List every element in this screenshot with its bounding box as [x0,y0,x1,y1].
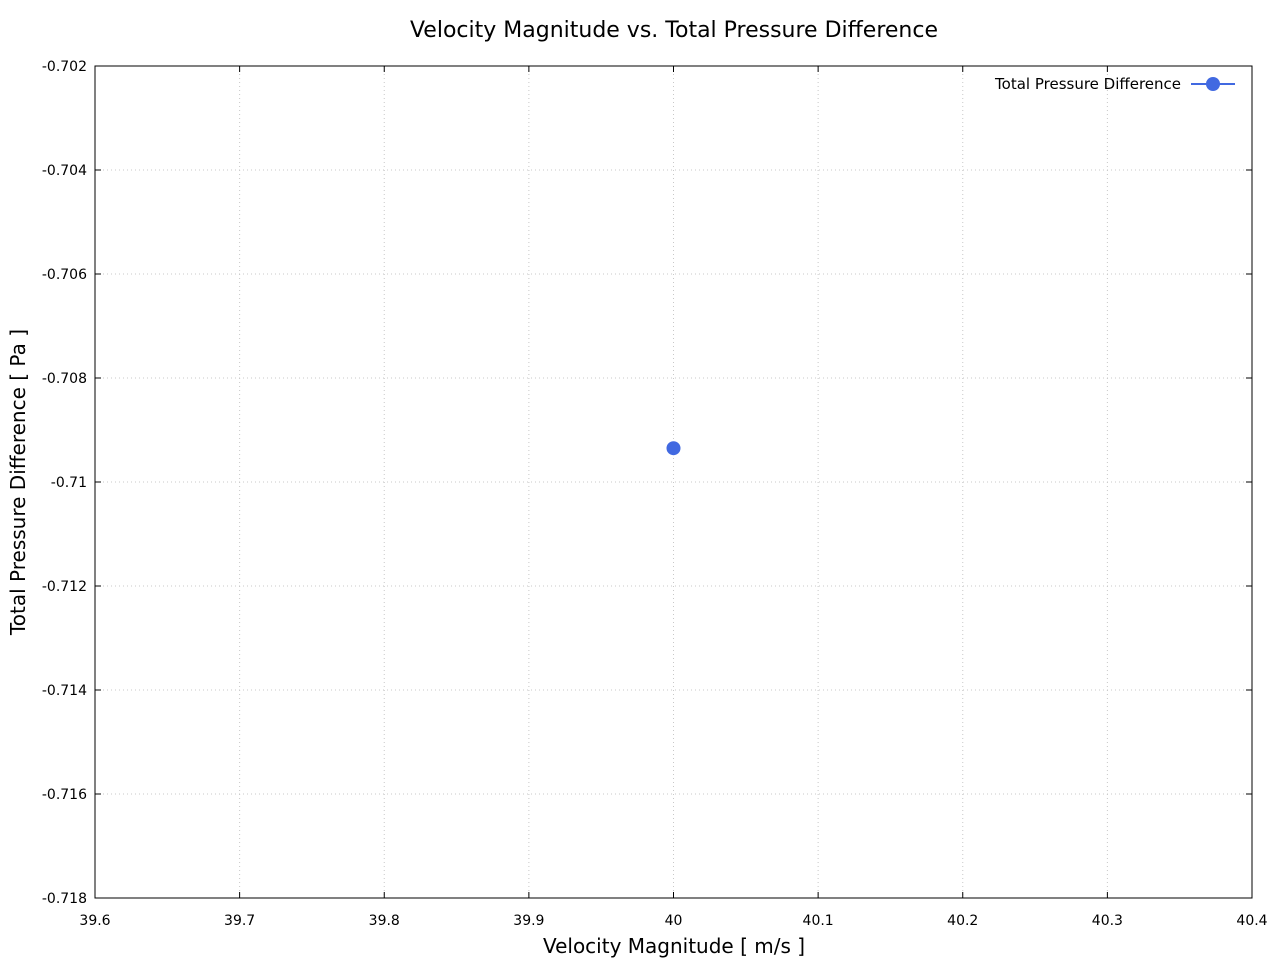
legend: Total Pressure Difference [994,75,1235,93]
x-axis-title: Velocity Magnitude [ m/s ] [543,934,805,958]
y-tick-label: -0.714 [42,683,87,699]
tick-layer: 39.6 39.7 39.8 39.9 40 40.1 40.2 40.3 40.4 -0.702… [42,59,1268,929]
x-tick-label: 40.2 [947,913,978,929]
y-axis-title: Total Pressure Difference [ Pa ] [6,329,30,636]
y-tick-label: -0.71 [51,475,87,491]
y-tick-label: -0.718 [42,891,87,907]
x-tick-label: 40.3 [1092,913,1123,929]
grid-layer [95,66,1252,898]
x-tick-label: 40.1 [803,913,834,929]
x-tick-label: 39.9 [513,913,544,929]
data-point [666,441,681,456]
y-tick-label: -0.708 [42,371,87,387]
y-tick-label: -0.702 [42,59,87,75]
y-tick-label: -0.716 [42,787,87,803]
x-tick-label: 40.4 [1236,913,1267,929]
legend-marker-swatch [1206,77,1220,91]
y-tick-label: -0.706 [42,267,87,283]
legend-label: Total Pressure Difference [994,75,1181,93]
x-tick-label: 39.8 [369,913,400,929]
x-tick-label: 40 [665,913,683,929]
y-tick-label: -0.704 [42,163,87,179]
x-tick-label: 39.6 [79,913,110,929]
chart-title: Velocity Magnitude vs. Total Pressure Di… [410,18,938,43]
x-tick-label: 39.7 [224,913,255,929]
point-layer [666,441,681,456]
y-tick-label: -0.712 [42,579,87,595]
